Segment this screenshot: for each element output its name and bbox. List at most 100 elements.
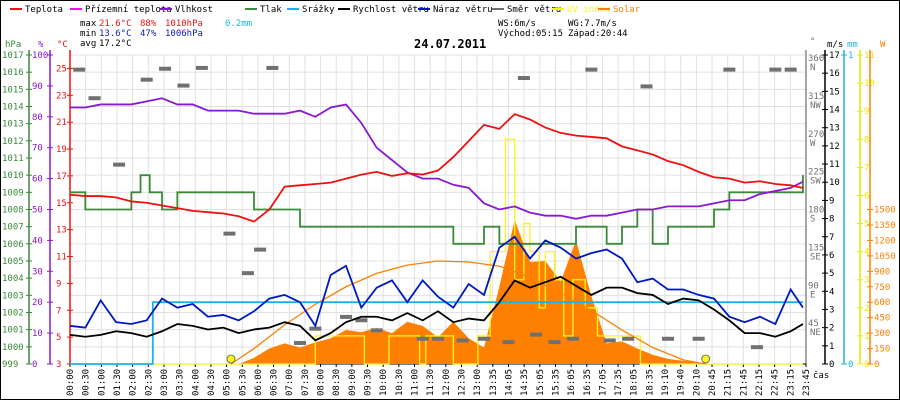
wind-tick-label: 5 [829,269,834,279]
stats-max-rain: 0.2mm [225,19,252,29]
stats-max-humidity: 88% [140,19,157,29]
pressure-tick-label: 999 [2,360,18,370]
pressure-tick-label: 1016 [2,68,24,78]
stats-sunset: Západ:20:44 [568,29,628,39]
legend-label-4: Srážky [302,5,335,15]
wind-tick-label: 9 [829,196,834,206]
pressure-tick-label: 1017 [2,51,24,61]
pressure-tick-label: 1014 [2,103,24,113]
wind-direction-point [241,271,254,276]
direction-tick-label: 45 [808,319,819,329]
temperature-tick-label: 15 [56,199,67,209]
solar-tick-label: 1350 [874,221,896,231]
wind-direction-point [159,66,172,71]
pressure-tick-label: 1007 [2,223,24,233]
direction-tick-label: 315 [808,92,824,102]
wind-tick-label: 3 [829,305,834,315]
x-tick-label: 04:00 [191,369,201,396]
temperature-tick-label: 7 [56,306,61,316]
legend-swatch-8 [552,8,564,10]
x-tick-label: 08:00 [317,369,327,396]
wind-tick-label: 15 [829,87,840,97]
series-layer [69,65,804,365]
wind-direction-point [517,76,530,81]
x-tick-label: 03:30 [176,369,186,396]
wind-direction-point [88,96,101,101]
direction-unit-label: ° [810,37,815,47]
stats-max-temp: 21.6°C [99,19,132,29]
chart-title: 24.07.2011 [414,37,486,51]
direction-tick-label: 360 [808,54,824,64]
temperature-tick-label: 21 [56,118,67,128]
solar-tick-label: 1050 [874,252,896,262]
series-tlak [70,174,804,245]
x-tick-label: 10:30 [395,369,405,396]
pressure-tick-label: 1004 [2,274,24,284]
x-tick-label: 15:05 [536,369,546,396]
x-tick-label: 16:35 [583,369,593,396]
stats-max-label: max [80,19,97,29]
rain-tick-label: 0 [848,360,853,370]
x-tick-label: 18:05 [630,369,640,396]
wind-direction-point [177,83,190,88]
pressure-tick-label: 1010 [2,171,24,181]
direction-tick-label-compass: N [810,63,815,73]
stats-avg-temp: 17.2°C [99,39,132,49]
wind-direction-point [478,336,490,341]
wind-direction-point [662,336,674,341]
wind-direction-point [548,340,561,345]
wind-tick-label: 1 [829,342,834,352]
x-tick-label: 07:30 [301,369,311,396]
solar-tick-label: 1200 [874,236,896,246]
series-sm-r-v-tru [73,65,797,350]
direction-tick-label: 180 [808,206,824,216]
wind-tick-label: 17 [829,51,840,61]
direction-tick-label: 90 [808,281,819,291]
stats-min-humidity: 47% [140,29,157,39]
temperature-tick-label: 3 [56,360,61,370]
x-tick-label: 09:00 [348,369,358,396]
legend-swatch-6 [418,8,430,10]
wind-direction-point [113,162,126,167]
humidity-tick-label: 20 [32,298,43,308]
legend-swatch-2 [160,8,172,10]
temperature-unit-label: °C [57,40,68,50]
humidity-tick-label: 90 [32,82,43,92]
x-tick-label: 21:15 [724,369,734,396]
stats-min-temp: 13.6°C [99,29,132,39]
x-tick-label: 17:05 [598,369,608,396]
humidity-unit-label: % [38,40,44,50]
x-tick-label: 11:30 [426,369,436,396]
legend-swatch-7 [492,8,504,10]
x-tick-label: 18:35 [645,369,655,396]
wind-direction-point [566,336,579,341]
stats-max-pressure: 1010hPa [165,19,203,29]
legend-swatch-3 [245,8,257,10]
pressure-tick-label: 1008 [2,206,24,216]
wind-direction-point [784,67,797,72]
humidity-tick-label: 60 [32,175,43,185]
x-tick-label: 20:10 [692,369,702,396]
pressure-tick-label: 1011 [2,154,24,164]
humidity-tick-label: 0 [32,360,37,370]
x-tick-label: 16:05 [567,369,577,396]
temperature-tick-label: 23 [56,91,67,101]
wind-direction-point [750,345,763,350]
pressure-tick-label: 1001 [2,326,24,336]
temperature-tick-label: 5 [56,333,61,343]
x-tick-label: 13:00 [473,369,483,396]
direction-tick-label: 270 [808,130,824,140]
wind-tick-label: 14 [829,106,840,116]
solar-unit-label: W [880,40,886,50]
uv-tick-label: 9 [864,107,869,117]
uv-tick-label: 0 [864,360,869,370]
uv-tick-label: 1 [864,332,869,342]
wind-tick-label: 4 [829,287,834,297]
pressure-tick-label: 1013 [2,120,24,130]
stats-avg-label: avg [80,39,96,49]
x-tick-label: 23:45 [802,369,812,396]
wind-tick-label: 0 [829,360,834,370]
humidity-tick-label: 70 [32,144,43,154]
pressure-tick-label: 1003 [2,291,24,301]
x-tick-label: 05:00 [223,369,233,396]
